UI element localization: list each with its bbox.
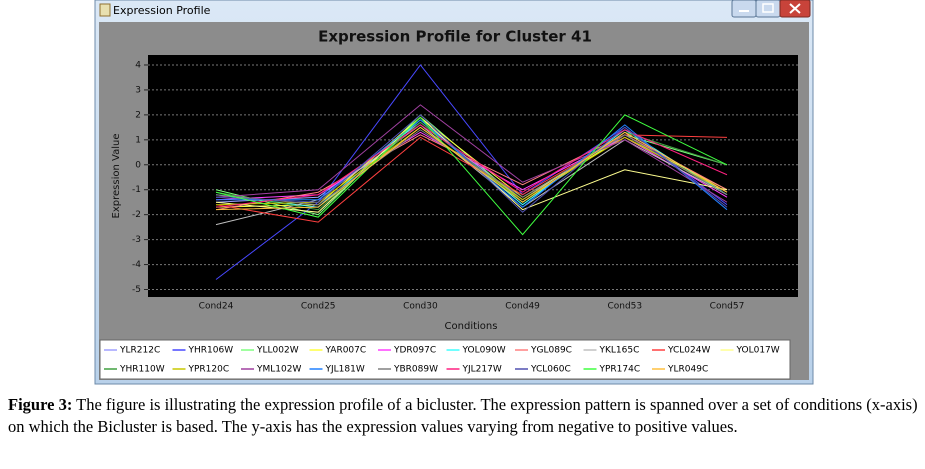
caption-label: Figure 3: xyxy=(8,395,73,414)
series-line xyxy=(215,126,728,211)
chart: Expression Profile Expression Profile fo… xyxy=(94,0,814,385)
y-tick-label: 2 xyxy=(135,110,141,120)
series-line xyxy=(215,104,728,203)
legend-label: YKL165C xyxy=(599,346,640,356)
y-tick-label: 0 xyxy=(135,160,141,170)
x-tick-label: Cond49 xyxy=(505,302,540,312)
legend-label: YOL090W xyxy=(462,346,506,356)
y-tick-label: -1 xyxy=(132,185,141,195)
legend-label: YPR174C xyxy=(599,365,641,375)
window-title: Expression Profile xyxy=(113,4,211,17)
window-icon xyxy=(99,3,111,17)
x-tick-label: Cond57 xyxy=(710,302,745,312)
legend-label: YGL089C xyxy=(530,346,572,356)
caption: Figure 3: The figure is illustrating the… xyxy=(8,394,918,438)
y-tick-label: -4 xyxy=(132,260,141,270)
legend-label: YDR097C xyxy=(393,346,436,356)
legend-label: YCL024W xyxy=(667,346,710,356)
y-tick-label: 3 xyxy=(135,85,141,95)
legend-label: YML102W xyxy=(256,365,301,375)
y-tick-label: -5 xyxy=(132,285,141,295)
legend-label: YCL060C xyxy=(530,365,571,375)
series-line xyxy=(215,114,728,213)
maximize-glyph xyxy=(762,3,774,13)
series-line xyxy=(215,124,728,208)
close-glyph xyxy=(789,3,801,14)
chart-title: Expression Profile for Cluster 41 xyxy=(318,28,592,46)
caption-text: The figure is illustrating the expressio… xyxy=(8,395,918,436)
legend-label: YAR007C xyxy=(325,346,367,356)
legend-label: YOL017W xyxy=(736,346,780,356)
minimize-button[interactable] xyxy=(731,0,757,18)
x-tick-label: Cond25 xyxy=(301,302,336,312)
x-axis-label: Conditions xyxy=(445,321,498,332)
y-tick-label: 1 xyxy=(135,135,141,145)
legend-label: YPR120C xyxy=(188,365,230,375)
y-tick-label: -3 xyxy=(132,235,141,245)
y-axis-label: Expression Value xyxy=(111,134,122,219)
x-tick-label: Cond53 xyxy=(607,302,642,312)
y-tick-label: 4 xyxy=(135,60,141,70)
series-line xyxy=(215,114,728,236)
legend-label: YLL002W xyxy=(256,346,299,356)
legend-label: YJL217W xyxy=(462,365,502,375)
y-tick-label: -2 xyxy=(132,210,141,220)
legend-label: YBR089W xyxy=(393,365,438,375)
legend xyxy=(99,339,791,380)
series-line xyxy=(215,134,728,223)
legend-label: YHR110W xyxy=(119,365,165,375)
x-tick-label: Cond30 xyxy=(403,302,438,312)
x-tick-label: Cond24 xyxy=(199,302,234,312)
legend-label: YJL181W xyxy=(325,365,365,375)
maximize-button[interactable] xyxy=(755,0,781,18)
series-line xyxy=(215,134,728,211)
legend-label: YHR106W xyxy=(188,346,234,356)
legend-label: YLR212C xyxy=(119,346,160,356)
legend-label: YLR049C xyxy=(667,365,708,375)
